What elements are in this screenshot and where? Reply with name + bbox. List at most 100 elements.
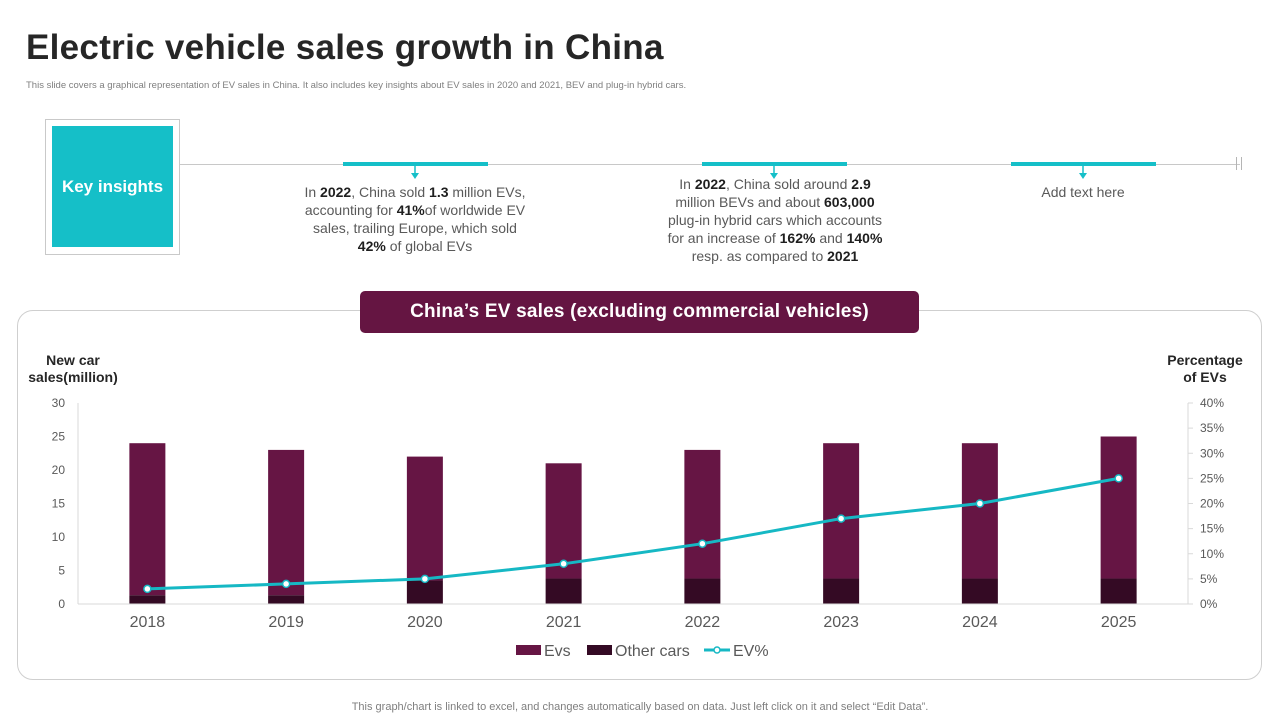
y-right-axis-title: of EVs (1183, 369, 1227, 385)
insight-text: sales, trailing Europe, which sold (313, 220, 517, 236)
insight-text: of global EVs (385, 238, 473, 254)
insight-text-1: In 2022, China sold 1.3 million EVs, acco… (285, 183, 545, 255)
ev-sales-bar (545, 463, 582, 579)
insight-highlight: 2022 (694, 176, 726, 192)
ev-percentage-point (420, 574, 430, 584)
pin-marker-icon (770, 166, 778, 179)
page-subtitle: This slide covers a graphical representa… (26, 80, 687, 91)
insight-text: plug-in hybrid cars which accounts (668, 212, 882, 228)
y-right-tick-label: 0% (1200, 597, 1218, 611)
y-right-tick-label: 35% (1200, 421, 1224, 435)
y-right-tick-label: 5% (1200, 572, 1218, 586)
footer-note: This graph/chart is linked to excel, and… (351, 701, 929, 713)
other-cars-bar (823, 578, 860, 604)
page-title: Electric vehicle sales growth in China (26, 28, 664, 67)
key-insights-label: Key insights (61, 176, 164, 196)
insight-line: sales, trailing Europe, which sold (285, 219, 545, 237)
insight-text: accounting for (304, 202, 397, 218)
y-left-axis-title: New car (46, 352, 100, 368)
insight-highlight: 140% (846, 230, 883, 246)
insight-highlight: 41% (396, 202, 425, 218)
ev-percentage-point (1114, 474, 1123, 483)
insight-line: Add text here (983, 183, 1183, 201)
y-left-tick-label: 5 (58, 564, 65, 578)
y-left-tick-label: 10 (52, 530, 66, 544)
insight-text: million BEVs and about (675, 194, 825, 210)
insight-text-3: Add text here (983, 183, 1183, 201)
pin-marker-icon (1079, 166, 1087, 179)
insight-line: million BEVs and about 603,000 (645, 193, 905, 211)
insight-text: resp. as compared to (691, 248, 828, 264)
legend-other-cars-label: Other cars (615, 643, 690, 660)
x-axis-label: 2018 (130, 614, 166, 631)
insight-line: In 2022, China sold around 2.9 (645, 175, 905, 193)
legend-ev-pct-label: EV% (733, 643, 769, 660)
insight-line: plug-in hybrid cars which accounts (645, 211, 905, 229)
insight-text: , China sold around (725, 176, 852, 192)
insight-line: 42% of global EVs (285, 237, 545, 255)
ev-sales-bar (129, 443, 166, 596)
legend-evs-label: Evs (544, 643, 571, 660)
insight-line: In 2022, China sold 1.3 million EVs, (285, 183, 545, 201)
other-cars-bar (545, 578, 582, 604)
insight-marker-bar (343, 162, 488, 166)
ev-percentage-point (975, 499, 985, 508)
y-left-tick-label: 15 (52, 497, 66, 511)
other-cars-bar (1100, 578, 1137, 604)
chart-title: China’s EV sales (excluding commercial v… (410, 301, 869, 322)
legend-evs-swatch (516, 645, 541, 655)
ev-percentage-point (836, 514, 846, 523)
insight-text: In (304, 184, 321, 200)
insight-text: million EVs, (448, 184, 526, 200)
x-axis-label: 2021 (546, 614, 582, 631)
insight-highlight: 1.3 (429, 184, 449, 200)
ev-sales-bar (823, 443, 860, 579)
other-cars-bar (129, 595, 166, 604)
pin-marker-icon (411, 166, 419, 179)
ev-sales-bar (684, 449, 721, 579)
key-insights-box: Key insights (52, 126, 173, 247)
insight-highlight: 2.9 (851, 176, 871, 192)
insight-text: of worldwide EV (424, 202, 526, 218)
other-cars-bar (406, 580, 443, 604)
insight-text: Add text here (1041, 184, 1125, 200)
insight-text: In (679, 176, 695, 192)
ev-percentage-point (698, 539, 707, 548)
timeline-end-tick (1236, 157, 1237, 170)
chart-panel (17, 310, 1262, 680)
insight-marker-bar (1011, 162, 1156, 166)
y-right-tick-label: 40% (1200, 396, 1224, 410)
y-left-tick-label: 30 (52, 396, 66, 410)
insight-highlight: 42% (357, 238, 386, 254)
ev-percentage-point (143, 584, 152, 594)
insight-highlight: 2022 (320, 184, 352, 200)
other-cars-bar (961, 578, 998, 604)
ev-sales-bar (1100, 436, 1137, 579)
ev-percentage-point (559, 559, 568, 569)
insight-text: and (815, 230, 847, 246)
x-axis-label: 2020 (407, 614, 443, 631)
legend-other-cars-swatch (587, 645, 612, 655)
timeline-end-tick (1241, 157, 1242, 170)
y-right-tick-label: 30% (1200, 446, 1224, 460)
y-right-axis-title: Percentage (1167, 352, 1243, 368)
y-left-tick-label: 0 (58, 597, 65, 611)
ev-sales-bar (268, 449, 305, 596)
y-left-tick-label: 20 (52, 463, 66, 477)
x-axis-label: 2023 (823, 614, 859, 631)
insight-marker-bar (702, 162, 847, 166)
insight-text: , China sold (351, 184, 430, 200)
y-right-tick-label: 10% (1200, 547, 1224, 561)
insight-text: for an increase of (667, 230, 780, 246)
insight-highlight: 603,000 (824, 194, 875, 210)
other-cars-bar (268, 595, 305, 604)
insight-line: resp. as compared to 2021 (645, 247, 905, 265)
y-right-tick-label: 25% (1200, 471, 1224, 485)
ev-percentage-point (281, 579, 291, 589)
x-axis-label: 2025 (1101, 614, 1137, 631)
ev-percentage-line (147, 476, 1119, 591)
insight-line: accounting for 41%of worldwide EV (285, 201, 545, 219)
y-right-tick-label: 15% (1200, 522, 1224, 536)
x-axis-label: 2019 (268, 614, 304, 631)
